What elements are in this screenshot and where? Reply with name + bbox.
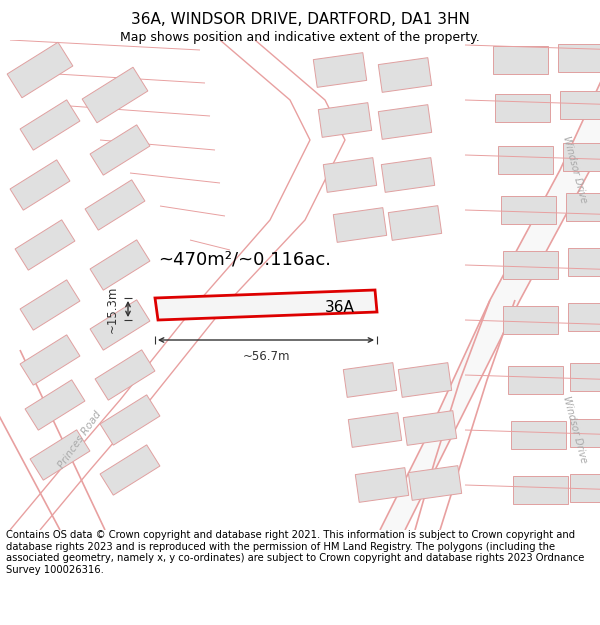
FancyBboxPatch shape bbox=[20, 335, 80, 385]
FancyBboxPatch shape bbox=[90, 240, 150, 290]
FancyBboxPatch shape bbox=[557, 44, 600, 72]
FancyBboxPatch shape bbox=[10, 160, 70, 210]
FancyBboxPatch shape bbox=[100, 445, 160, 495]
FancyBboxPatch shape bbox=[497, 146, 553, 174]
FancyBboxPatch shape bbox=[378, 58, 432, 92]
Text: Windsor Drive: Windsor Drive bbox=[561, 136, 589, 204]
FancyBboxPatch shape bbox=[343, 362, 397, 398]
FancyBboxPatch shape bbox=[403, 411, 457, 446]
Text: Princes Road: Princes Road bbox=[56, 409, 103, 471]
FancyBboxPatch shape bbox=[85, 180, 145, 230]
FancyBboxPatch shape bbox=[355, 468, 409, 502]
FancyBboxPatch shape bbox=[318, 102, 372, 138]
FancyBboxPatch shape bbox=[95, 350, 155, 400]
FancyBboxPatch shape bbox=[508, 366, 563, 394]
FancyBboxPatch shape bbox=[25, 380, 85, 430]
FancyBboxPatch shape bbox=[90, 300, 150, 350]
FancyBboxPatch shape bbox=[30, 430, 90, 480]
FancyBboxPatch shape bbox=[381, 158, 435, 192]
Text: 36A, WINDSOR DRIVE, DARTFORD, DA1 3HN: 36A, WINDSOR DRIVE, DARTFORD, DA1 3HN bbox=[131, 12, 469, 28]
Text: ~470m²/~0.116ac.: ~470m²/~0.116ac. bbox=[158, 251, 331, 269]
FancyBboxPatch shape bbox=[20, 280, 80, 330]
FancyBboxPatch shape bbox=[348, 412, 402, 447]
FancyBboxPatch shape bbox=[398, 362, 452, 398]
FancyBboxPatch shape bbox=[503, 251, 557, 279]
FancyBboxPatch shape bbox=[569, 419, 600, 447]
FancyBboxPatch shape bbox=[378, 104, 432, 139]
FancyBboxPatch shape bbox=[563, 143, 600, 171]
Polygon shape bbox=[155, 290, 377, 320]
FancyBboxPatch shape bbox=[20, 100, 80, 150]
FancyBboxPatch shape bbox=[500, 196, 556, 224]
FancyBboxPatch shape bbox=[493, 46, 548, 74]
FancyBboxPatch shape bbox=[333, 208, 387, 242]
Text: Contains OS data © Crown copyright and database right 2021. This information is : Contains OS data © Crown copyright and d… bbox=[6, 530, 584, 575]
FancyBboxPatch shape bbox=[568, 303, 600, 331]
Text: ~56.7m: ~56.7m bbox=[242, 349, 290, 362]
FancyBboxPatch shape bbox=[569, 474, 600, 502]
FancyBboxPatch shape bbox=[7, 42, 73, 98]
Text: ~15.3m: ~15.3m bbox=[106, 285, 119, 332]
FancyBboxPatch shape bbox=[511, 421, 566, 449]
FancyBboxPatch shape bbox=[512, 476, 568, 504]
FancyBboxPatch shape bbox=[100, 395, 160, 445]
FancyBboxPatch shape bbox=[566, 193, 600, 221]
FancyBboxPatch shape bbox=[82, 68, 148, 122]
Polygon shape bbox=[380, 40, 600, 530]
FancyBboxPatch shape bbox=[569, 363, 600, 391]
Text: Map shows position and indicative extent of the property.: Map shows position and indicative extent… bbox=[120, 31, 480, 44]
FancyBboxPatch shape bbox=[90, 125, 150, 175]
FancyBboxPatch shape bbox=[388, 206, 442, 241]
FancyBboxPatch shape bbox=[503, 306, 557, 334]
FancyBboxPatch shape bbox=[560, 91, 600, 119]
Text: 36A: 36A bbox=[325, 301, 355, 316]
FancyBboxPatch shape bbox=[15, 220, 75, 270]
FancyBboxPatch shape bbox=[408, 466, 462, 501]
FancyBboxPatch shape bbox=[494, 94, 550, 122]
FancyBboxPatch shape bbox=[323, 158, 377, 192]
FancyBboxPatch shape bbox=[568, 248, 600, 276]
Text: Windsor Drive: Windsor Drive bbox=[561, 396, 589, 464]
FancyBboxPatch shape bbox=[313, 52, 367, 88]
